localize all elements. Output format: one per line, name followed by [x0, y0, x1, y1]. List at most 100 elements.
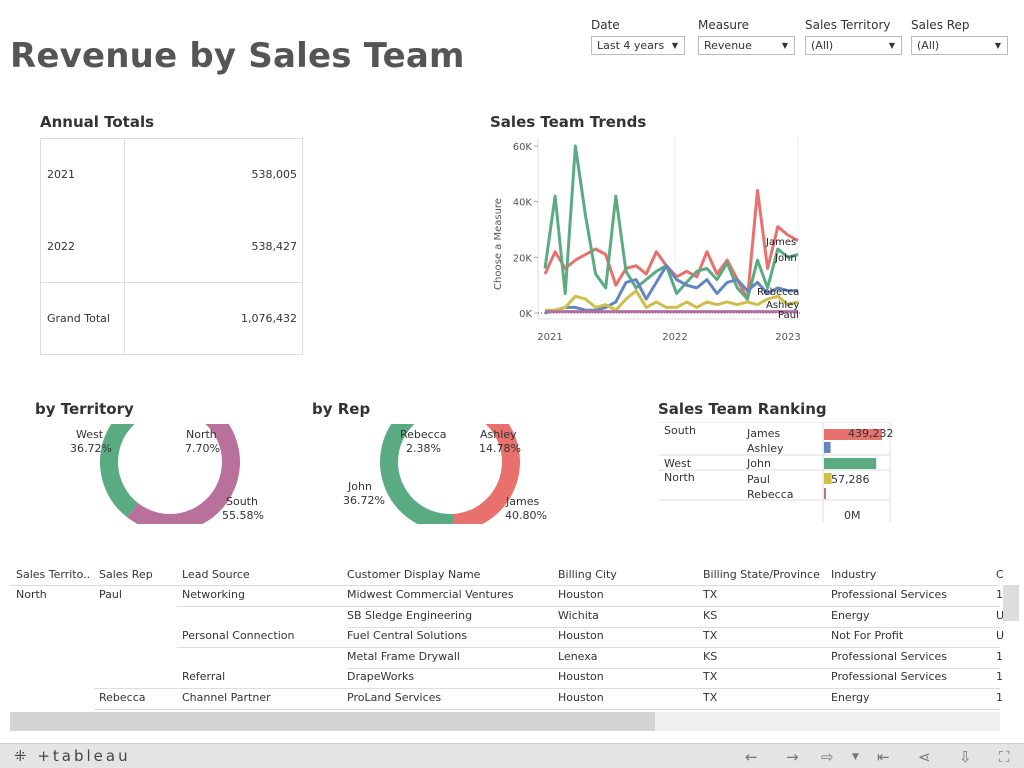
- trends-x-tick: 2023: [775, 332, 800, 343]
- annual-row-label: Grand Total: [47, 312, 110, 325]
- share-icon[interactable]: ⋖: [918, 748, 931, 766]
- table-row-divider: [94, 709, 1000, 710]
- filter-date-dropdown[interactable]: Last 4 years ▼: [591, 36, 685, 55]
- table-row-divider: [347, 626, 1000, 628]
- filter-date: Date Last 4 years ▼: [591, 18, 685, 55]
- rep-label-name: Rebecca: [400, 428, 447, 441]
- revert-dropdown-icon[interactable]: ▼: [852, 752, 859, 762]
- ranking-value-label: 57,286: [831, 473, 870, 486]
- rep-label-pct: 36.72%: [343, 494, 385, 507]
- table-cell-extra: 1: [996, 649, 1003, 663]
- territory-slice-west[interactable]: [100, 424, 161, 518]
- rep-label-name: James: [506, 495, 540, 508]
- rep-slice-james[interactable]: [453, 424, 520, 524]
- annual-row-label: 2022: [47, 240, 75, 253]
- table-cell-rep: Rebecca: [99, 691, 146, 704]
- tableau-logo[interactable]: ⁜ +tableau: [14, 747, 131, 765]
- ranking-territory: West: [664, 457, 692, 470]
- table-cell-city: Houston: [558, 588, 604, 601]
- fullscreen-icon[interactable]: ⛶: [999, 748, 1010, 766]
- table-horizontal-scrollbar[interactable]: [10, 712, 655, 731]
- table-cell-state: TX: [703, 670, 718, 684]
- trends-y-label: Choose a Measure: [493, 198, 504, 290]
- rep-donut-clip: [380, 424, 520, 524]
- table-cell-city: Houston: [558, 629, 604, 643]
- redo-icon[interactable]: →: [786, 748, 799, 766]
- table-cell-industry: Energy: [831, 691, 870, 704]
- download-icon[interactable]: ⇩: [959, 748, 972, 766]
- table-cell-state: TX: [703, 588, 718, 601]
- table-header[interactable]: Sales Rep: [99, 568, 153, 581]
- table-cell-extra: 1: [996, 691, 1003, 704]
- filter-measure-value: Revenue: [704, 39, 752, 52]
- table-header[interactable]: Industry: [831, 568, 877, 581]
- ranking-bar-james[interactable]: [824, 429, 882, 440]
- trends-line-chart: Choose a Measure 0K 20K 40K 60K 2021 2022 202…: [493, 138, 801, 343]
- filter-territory: Sales Territory (All) ▼: [805, 18, 902, 55]
- table-cell-customer: SB Sledge Engineering: [347, 608, 473, 622]
- dropdown-arrow-icon: ▼: [781, 41, 788, 50]
- filter-rep-dropdown[interactable]: (All) ▼: [911, 36, 1008, 55]
- rep-donut-title: by Rep: [312, 400, 371, 418]
- table-header[interactable]: Lead Source: [182, 568, 250, 581]
- rep-label-name: Ashley: [480, 428, 517, 441]
- ranking-rep: James: [747, 427, 781, 440]
- table-header[interactable]: Customer Display Name: [347, 568, 481, 581]
- filter-measure-dropdown[interactable]: Revenue ▼: [698, 36, 795, 55]
- trend-series-john[interactable]: [543, 144, 799, 301]
- tableau-logo-text: +tableau: [37, 747, 131, 765]
- ranking-rep: Rebecca: [747, 488, 794, 501]
- table-header[interactable]: Billing State/Province: [703, 568, 820, 581]
- rep-slice-john[interactable]: [380, 424, 454, 524]
- trend-series-label: Ashley: [766, 300, 799, 311]
- trend-series-ashley[interactable]: [545, 289, 799, 312]
- filter-rep-value: (All): [917, 39, 940, 52]
- ranking-bar-john[interactable]: [824, 458, 877, 469]
- trend-series-label: John: [774, 253, 797, 264]
- table-cell-extra: U: [996, 608, 1005, 622]
- rep-slice-rebecca[interactable]: [401, 424, 420, 425]
- ranking-bar-rebecca[interactable]: [824, 488, 826, 499]
- ranking-territory: South: [664, 424, 696, 437]
- ranking-bar-ashley[interactable]: [824, 442, 831, 453]
- table-cell-lead: Channel Partner: [182, 691, 271, 704]
- filter-measure: Measure Revenue ▼: [698, 18, 795, 55]
- ranking-bar-paul[interactable]: [824, 473, 832, 484]
- annual-table-divider: [124, 139, 125, 354]
- filter-rep-label: Sales Rep: [911, 18, 970, 32]
- trend-series-label: Rebecca: [757, 287, 799, 298]
- table-vertical-scrollbar[interactable]: [1003, 585, 1019, 621]
- annual-row-value: 538,427: [251, 240, 298, 253]
- territory-label-pct: 7.70%: [185, 442, 220, 455]
- reset-icon[interactable]: ⇤: [877, 748, 890, 766]
- table-cell-territory: North: [16, 588, 47, 601]
- territory-donut-clip: [100, 424, 240, 524]
- table-cell-state: TX: [703, 629, 718, 643]
- ranking-value-label: 439,232: [848, 427, 894, 440]
- rep-label-pct: 40.80%: [505, 509, 547, 522]
- dropdown-arrow-icon: ▼: [994, 41, 1001, 50]
- table-cell-extra: 1: [996, 670, 1003, 684]
- trends-y-tick: 60K: [513, 142, 533, 153]
- territory-slice-south[interactable]: [127, 424, 240, 524]
- dropdown-arrow-icon: ▼: [671, 41, 678, 50]
- trends-x-tick: 2021: [537, 332, 562, 343]
- table-header[interactable]: C: [996, 568, 1004, 581]
- annual-table-divider: [41, 282, 302, 283]
- trends-y-tick: 0K: [519, 309, 532, 320]
- ranking-territory: North: [664, 471, 695, 484]
- revert-icon[interactable]: ⇨: [821, 748, 834, 766]
- filter-territory-dropdown[interactable]: (All) ▼: [805, 36, 902, 55]
- trends-title: Sales Team Trends: [490, 113, 647, 131]
- ranking-title: Sales Team Ranking: [658, 400, 827, 418]
- filter-territory-value: (All): [811, 39, 834, 52]
- table-cell-extra: 1: [996, 588, 1003, 601]
- filter-rep: Sales Rep (All) ▼: [911, 18, 1008, 55]
- table-header[interactable]: Billing City: [558, 568, 617, 581]
- territory-donut-title: by Territory: [35, 400, 134, 418]
- table-cell-customer: ProLand Services: [347, 691, 442, 704]
- trends-y-tick: 40K: [513, 198, 533, 209]
- table-row-divider: [347, 667, 1000, 669]
- undo-icon[interactable]: ←: [745, 748, 758, 766]
- table-header[interactable]: Sales Territo..: [16, 568, 91, 581]
